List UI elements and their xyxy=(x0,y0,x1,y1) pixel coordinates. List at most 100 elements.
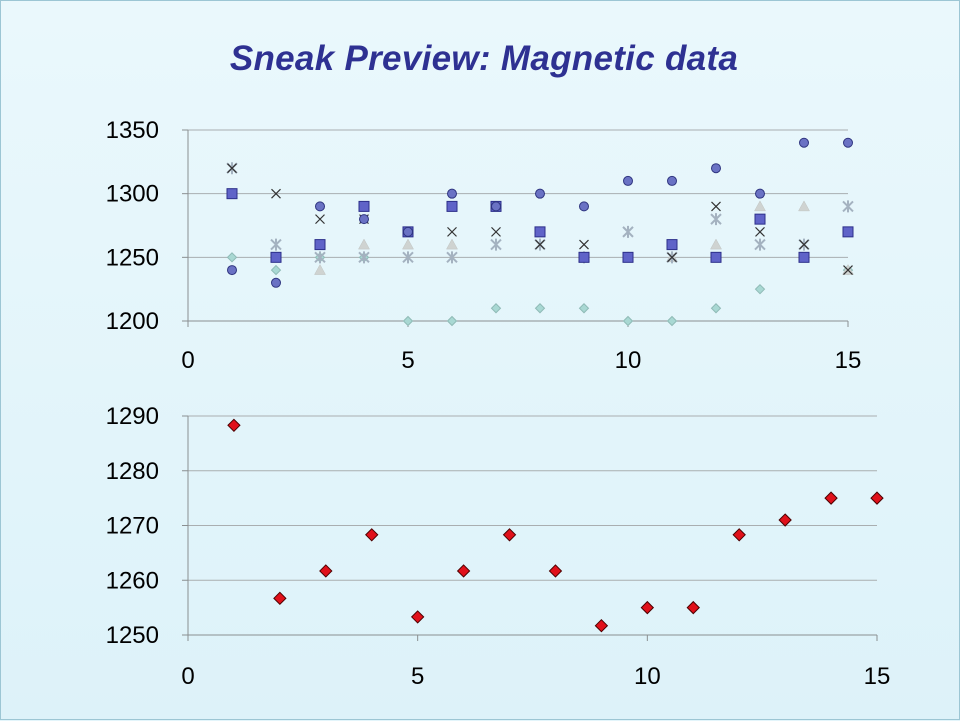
data-point xyxy=(622,315,634,327)
data-point xyxy=(667,252,677,263)
y-tick-label: 1290 xyxy=(106,403,159,430)
data-point xyxy=(446,200,458,212)
data-point xyxy=(226,188,238,200)
data-point xyxy=(446,315,458,327)
data-point xyxy=(799,137,809,148)
data-point xyxy=(402,315,414,327)
data-point xyxy=(579,239,589,250)
data-point xyxy=(271,277,281,288)
y-tick-label: 1250 xyxy=(106,622,159,649)
y-tick-label: 1280 xyxy=(106,458,159,485)
data-point xyxy=(842,226,854,238)
data-point xyxy=(622,225,634,238)
data-point xyxy=(314,251,326,264)
data-point xyxy=(710,251,722,263)
data-point xyxy=(579,201,589,212)
data-point xyxy=(667,175,677,186)
data-point xyxy=(403,226,413,237)
data-point xyxy=(490,238,502,251)
x-tick-label: 10 xyxy=(615,347,642,374)
data-point xyxy=(491,226,501,237)
data-point xyxy=(778,513,792,527)
x-tick-label: 10 xyxy=(634,663,661,690)
data-point xyxy=(842,200,854,213)
data-point xyxy=(227,418,241,433)
data-point xyxy=(402,251,414,264)
data-point xyxy=(358,251,370,264)
data-point xyxy=(548,564,563,578)
data-point xyxy=(402,238,414,250)
data-point xyxy=(227,163,237,174)
data-point xyxy=(227,265,237,276)
data-point xyxy=(358,238,370,250)
y-tick-label: 1260 xyxy=(106,567,159,594)
data-point xyxy=(314,264,326,275)
data-point xyxy=(358,200,370,212)
series-circle xyxy=(227,137,853,288)
data-point xyxy=(534,226,546,238)
data-point xyxy=(446,238,458,250)
data-point xyxy=(623,175,633,186)
data-point xyxy=(710,238,722,250)
x-tick-label: 15 xyxy=(835,347,862,374)
data-point xyxy=(315,201,325,212)
data-point xyxy=(491,201,501,212)
data-point xyxy=(226,252,238,263)
data-point xyxy=(446,251,458,264)
data-point xyxy=(535,188,545,199)
data-point xyxy=(666,315,678,327)
x-tick-label: 5 xyxy=(401,347,414,374)
data-point xyxy=(870,491,884,505)
data-point xyxy=(314,239,326,251)
y-tick-label: 1250 xyxy=(106,244,159,271)
y-tick-label: 1350 xyxy=(106,117,159,144)
series-star xyxy=(226,162,854,264)
data-point xyxy=(666,239,678,251)
data-point xyxy=(843,137,853,148)
data-point xyxy=(270,251,282,263)
data-point xyxy=(755,188,765,199)
data-point xyxy=(270,238,282,251)
data-point xyxy=(824,491,838,505)
data-point xyxy=(640,600,655,615)
data-point xyxy=(447,188,457,199)
data-point xyxy=(711,201,721,212)
data-point xyxy=(447,226,457,237)
data-point xyxy=(732,528,746,542)
slide-title: Sneak Preview: Magnetic data xyxy=(229,39,739,78)
data-point xyxy=(798,251,810,263)
data-point xyxy=(365,528,379,542)
x-tick-label: 15 xyxy=(864,663,891,690)
data-point xyxy=(535,239,545,250)
data-point xyxy=(686,600,700,615)
data-point xyxy=(843,265,853,275)
data-point xyxy=(711,163,721,174)
data-point xyxy=(502,528,517,542)
y-tick-label: 1270 xyxy=(106,513,159,540)
series-diamond xyxy=(227,418,884,633)
data-point xyxy=(754,238,766,251)
data-point xyxy=(710,213,722,226)
data-point xyxy=(534,303,546,314)
data-point xyxy=(594,618,609,633)
data-point xyxy=(754,213,766,225)
data-point xyxy=(410,610,425,624)
x-tick-label: 0 xyxy=(181,347,194,374)
data-point xyxy=(319,564,333,578)
data-point xyxy=(578,251,590,263)
data-point xyxy=(315,214,325,225)
data-point xyxy=(754,200,766,212)
data-point xyxy=(270,264,282,276)
data-point xyxy=(755,226,765,237)
data-point xyxy=(754,283,766,295)
data-point xyxy=(456,564,471,578)
data-point xyxy=(622,251,634,263)
x-tick-label: 0 xyxy=(181,663,194,690)
data-point xyxy=(710,303,722,314)
data-point xyxy=(359,214,369,225)
data-point xyxy=(578,303,590,314)
data-point xyxy=(799,239,809,250)
